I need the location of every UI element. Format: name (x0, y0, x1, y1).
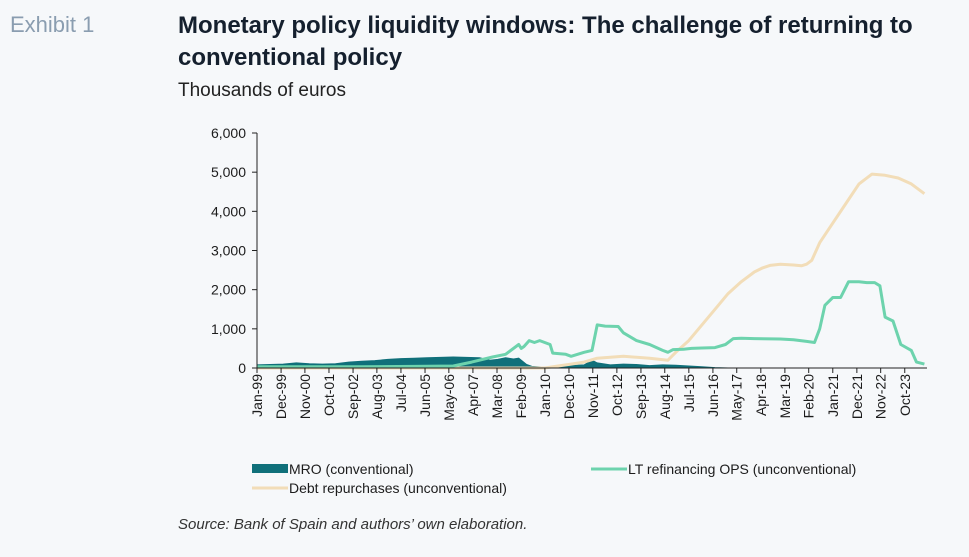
y-tick-label: 6,000 (211, 125, 246, 141)
x-tick-label: Jun-16 (705, 374, 721, 417)
x-tick-label: Feb-20 (801, 374, 817, 419)
x-tick-label: Oct-12 (609, 374, 625, 416)
x-tick-label: Mar-08 (489, 374, 505, 419)
legend-label: LT refinancing OPS (unconventional) (628, 461, 856, 477)
x-tick-label: Nov-22 (873, 374, 889, 419)
x-tick-label: Jan-99 (249, 374, 265, 417)
y-tick-label: 3,000 (211, 243, 246, 259)
y-tick-label: 1,000 (211, 321, 246, 337)
x-tick-label: Jul-04 (393, 374, 409, 412)
x-tick-label: Oct-01 (321, 374, 337, 416)
legend-swatch-mro (252, 464, 288, 473)
x-tick-label: Feb-09 (513, 374, 529, 419)
chart-title: Monetary policy liquidity windows: The c… (178, 12, 913, 71)
y-tick-label: 0 (238, 360, 246, 376)
x-tick-label: Apr-07 (465, 374, 481, 416)
x-tick-label: May-06 (441, 374, 457, 421)
exhibit-label: Exhibit 1 (10, 12, 95, 37)
x-tick-label: Dec-99 (273, 374, 289, 419)
x-tick-label: Jan-10 (537, 374, 553, 417)
x-tick-label: May-17 (729, 374, 745, 421)
source-note: Source: Bank of Spain and authors’ own e… (178, 516, 528, 533)
series-lt-refinancing-line (257, 280, 925, 369)
x-tick-label: Nov-11 (585, 374, 601, 418)
x-tick-label: Mar-19 (777, 374, 793, 419)
legend-label: MRO (conventional) (289, 461, 414, 477)
x-tick-label: Aug-14 (657, 374, 673, 419)
x-tick-label: Dec-10 (561, 374, 577, 419)
x-tick-label: Oct-23 (897, 374, 913, 416)
x-tick-label: Jan-21 (825, 374, 841, 417)
legend-label: Debt repurchases (unconventional) (289, 480, 507, 496)
series-debt-repurchases-line (257, 172, 926, 370)
x-tick-label: Sep-02 (345, 374, 361, 419)
x-tick-label: Nov-00 (297, 374, 313, 419)
y-tick-label: 2,000 (211, 282, 246, 298)
chart-subtitle: Thousands of euros (178, 80, 346, 101)
x-tick-label: Jul-15 (681, 374, 697, 412)
x-tick-label: Jun-05 (417, 374, 433, 417)
x-tick-label: Apr-18 (753, 374, 769, 416)
y-tick-label: 4,000 (211, 203, 246, 219)
x-tick-label: Aug-03 (369, 374, 385, 419)
x-tick-label: Dec-21 (849, 374, 865, 419)
y-tick-label: 5,000 (211, 164, 246, 180)
x-tick-label: Sep-13 (633, 374, 649, 419)
